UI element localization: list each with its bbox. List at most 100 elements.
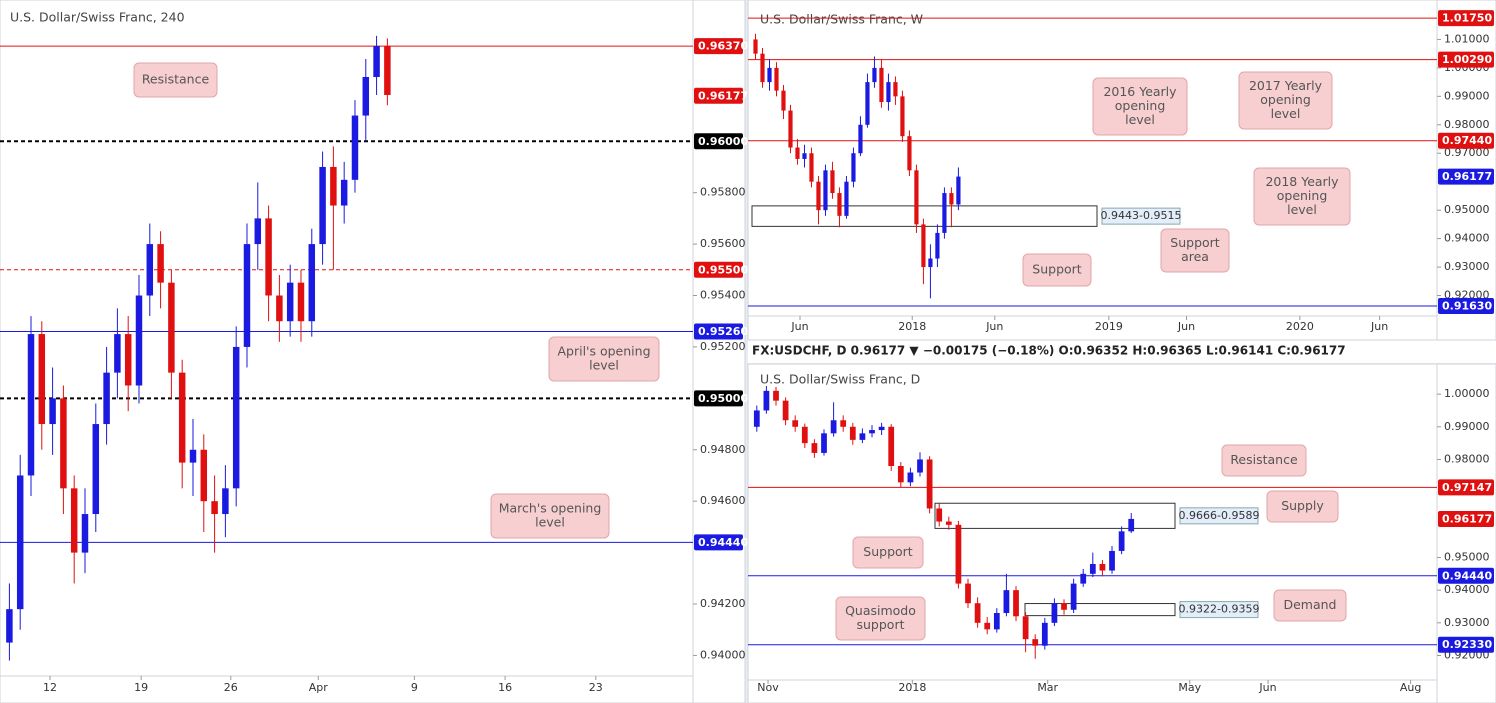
candle-body: [823, 170, 828, 211]
callout-box: [1266, 490, 1339, 523]
candle-body: [965, 583, 971, 604]
callout-box: [548, 336, 660, 382]
candle-body: [816, 181, 821, 211]
symbol-info: FX:USDCHF, D 0.96177 ▼ −0.00175 (−0.18%)…: [752, 344, 1346, 358]
candle-body: [286, 282, 294, 322]
candle-body: [1080, 573, 1087, 584]
candle-body: [319, 166, 326, 245]
candle-body: [362, 76, 370, 116]
candle-body: [907, 472, 914, 483]
candle-body: [351, 115, 359, 180]
callout: Support: [852, 536, 924, 569]
candle-body: [859, 433, 866, 440]
level-badge: [694, 534, 743, 551]
candle-body: [795, 147, 800, 159]
candle-body: [211, 501, 218, 515]
candle-body: [955, 524, 962, 584]
callout-text: level: [589, 358, 619, 373]
candle-body: [792, 420, 799, 427]
y-tick-label: 0.98000: [1444, 118, 1490, 131]
x-tick-label: Aug: [1400, 681, 1421, 694]
chart-title: U.S. Dollar/Swiss Franc, D: [760, 372, 920, 387]
candle-body: [921, 224, 926, 268]
level-badge-text: 1.01750: [1442, 12, 1492, 25]
candle-body: [1118, 531, 1125, 551]
candle-body: [984, 622, 991, 630]
candle-body: [254, 218, 262, 245]
candle-body: [956, 176, 961, 205]
candle-body: [897, 465, 904, 483]
level-badge-text: 0.97440: [1442, 134, 1492, 147]
y-tick-label: 0.93000: [1444, 260, 1490, 273]
last-price-badge-text: 0.96177: [698, 89, 748, 102]
callout-text: 2016 Yearly: [1103, 84, 1177, 99]
y-tick-label: 0.95000: [1444, 203, 1490, 216]
callout-text: level: [535, 515, 565, 530]
candle-body: [830, 170, 835, 194]
level-badge: [1438, 298, 1494, 315]
candle-body: [974, 603, 981, 623]
callout-text: support: [857, 617, 905, 632]
candle-body: [178, 372, 186, 463]
candle-body: [1022, 616, 1029, 640]
x-tick-label: Apr: [309, 681, 329, 694]
callout-box: [490, 493, 610, 539]
y-tick-label: 0.99000: [1444, 89, 1490, 102]
candle-body: [1099, 564, 1106, 571]
callout-text: area: [1181, 249, 1209, 264]
x-tick-label: 26: [224, 681, 238, 694]
candle-body: [837, 193, 842, 216]
candle-body: [878, 426, 885, 431]
x-tick-label: 9: [411, 681, 418, 694]
callout-text: opening: [1277, 188, 1328, 203]
y-tick-label: 0.95800: [700, 186, 746, 199]
level-badge: [1438, 479, 1494, 496]
callout-box: [1160, 228, 1230, 273]
x-tick-label: 16: [498, 681, 512, 694]
y-tick-label: 0.98000: [1444, 452, 1490, 465]
candle-body: [872, 67, 877, 83]
callout-text: opening: [1260, 92, 1311, 107]
x-tick-label: 2019: [1095, 320, 1123, 333]
y-tick-label: 0.95600: [700, 237, 746, 250]
zone-box: [934, 502, 1176, 529]
candle-body: [893, 82, 898, 97]
callout-text: level: [1125, 112, 1155, 127]
chart-title: U.S. Dollar/Swiss Franc, 240: [10, 10, 185, 25]
callout-box: [1092, 77, 1188, 136]
callout-text: Supply: [1281, 498, 1324, 513]
candle-body: [243, 244, 251, 347]
candle-body: [1013, 590, 1019, 617]
candle-body: [1041, 622, 1048, 646]
candle-body: [811, 443, 818, 453]
y-tick-label: 0.93000: [1444, 616, 1490, 629]
y-tick-label: 0.94000: [700, 648, 746, 661]
candle-body: [6, 609, 13, 643]
callout-text: April's opening: [557, 344, 650, 359]
level-badge: [1438, 51, 1494, 68]
y-tick-label: 0.97000: [1444, 146, 1490, 159]
callout-box: [1253, 167, 1351, 226]
callout-box: [1273, 589, 1347, 622]
y-tick-label: 0.95400: [700, 289, 746, 302]
candle-body: [993, 613, 1000, 630]
callout-text: Support: [863, 544, 913, 559]
candle-body: [1109, 550, 1115, 571]
level-badge-text: 0.96000: [698, 135, 748, 148]
callout-text: Quasimodo: [845, 603, 916, 618]
candle-body: [849, 426, 856, 440]
last-price-badge: [1438, 511, 1494, 528]
candle-body: [907, 136, 912, 171]
zone-label: 0.9443-0.9515: [1101, 207, 1181, 225]
x-tick-label: Jun: [790, 320, 808, 333]
callout-text: 2017 Yearly: [1249, 78, 1323, 93]
level-badge-text: 0.92330: [1442, 638, 1492, 651]
candle-body: [753, 410, 760, 427]
candle-body: [70, 488, 78, 553]
